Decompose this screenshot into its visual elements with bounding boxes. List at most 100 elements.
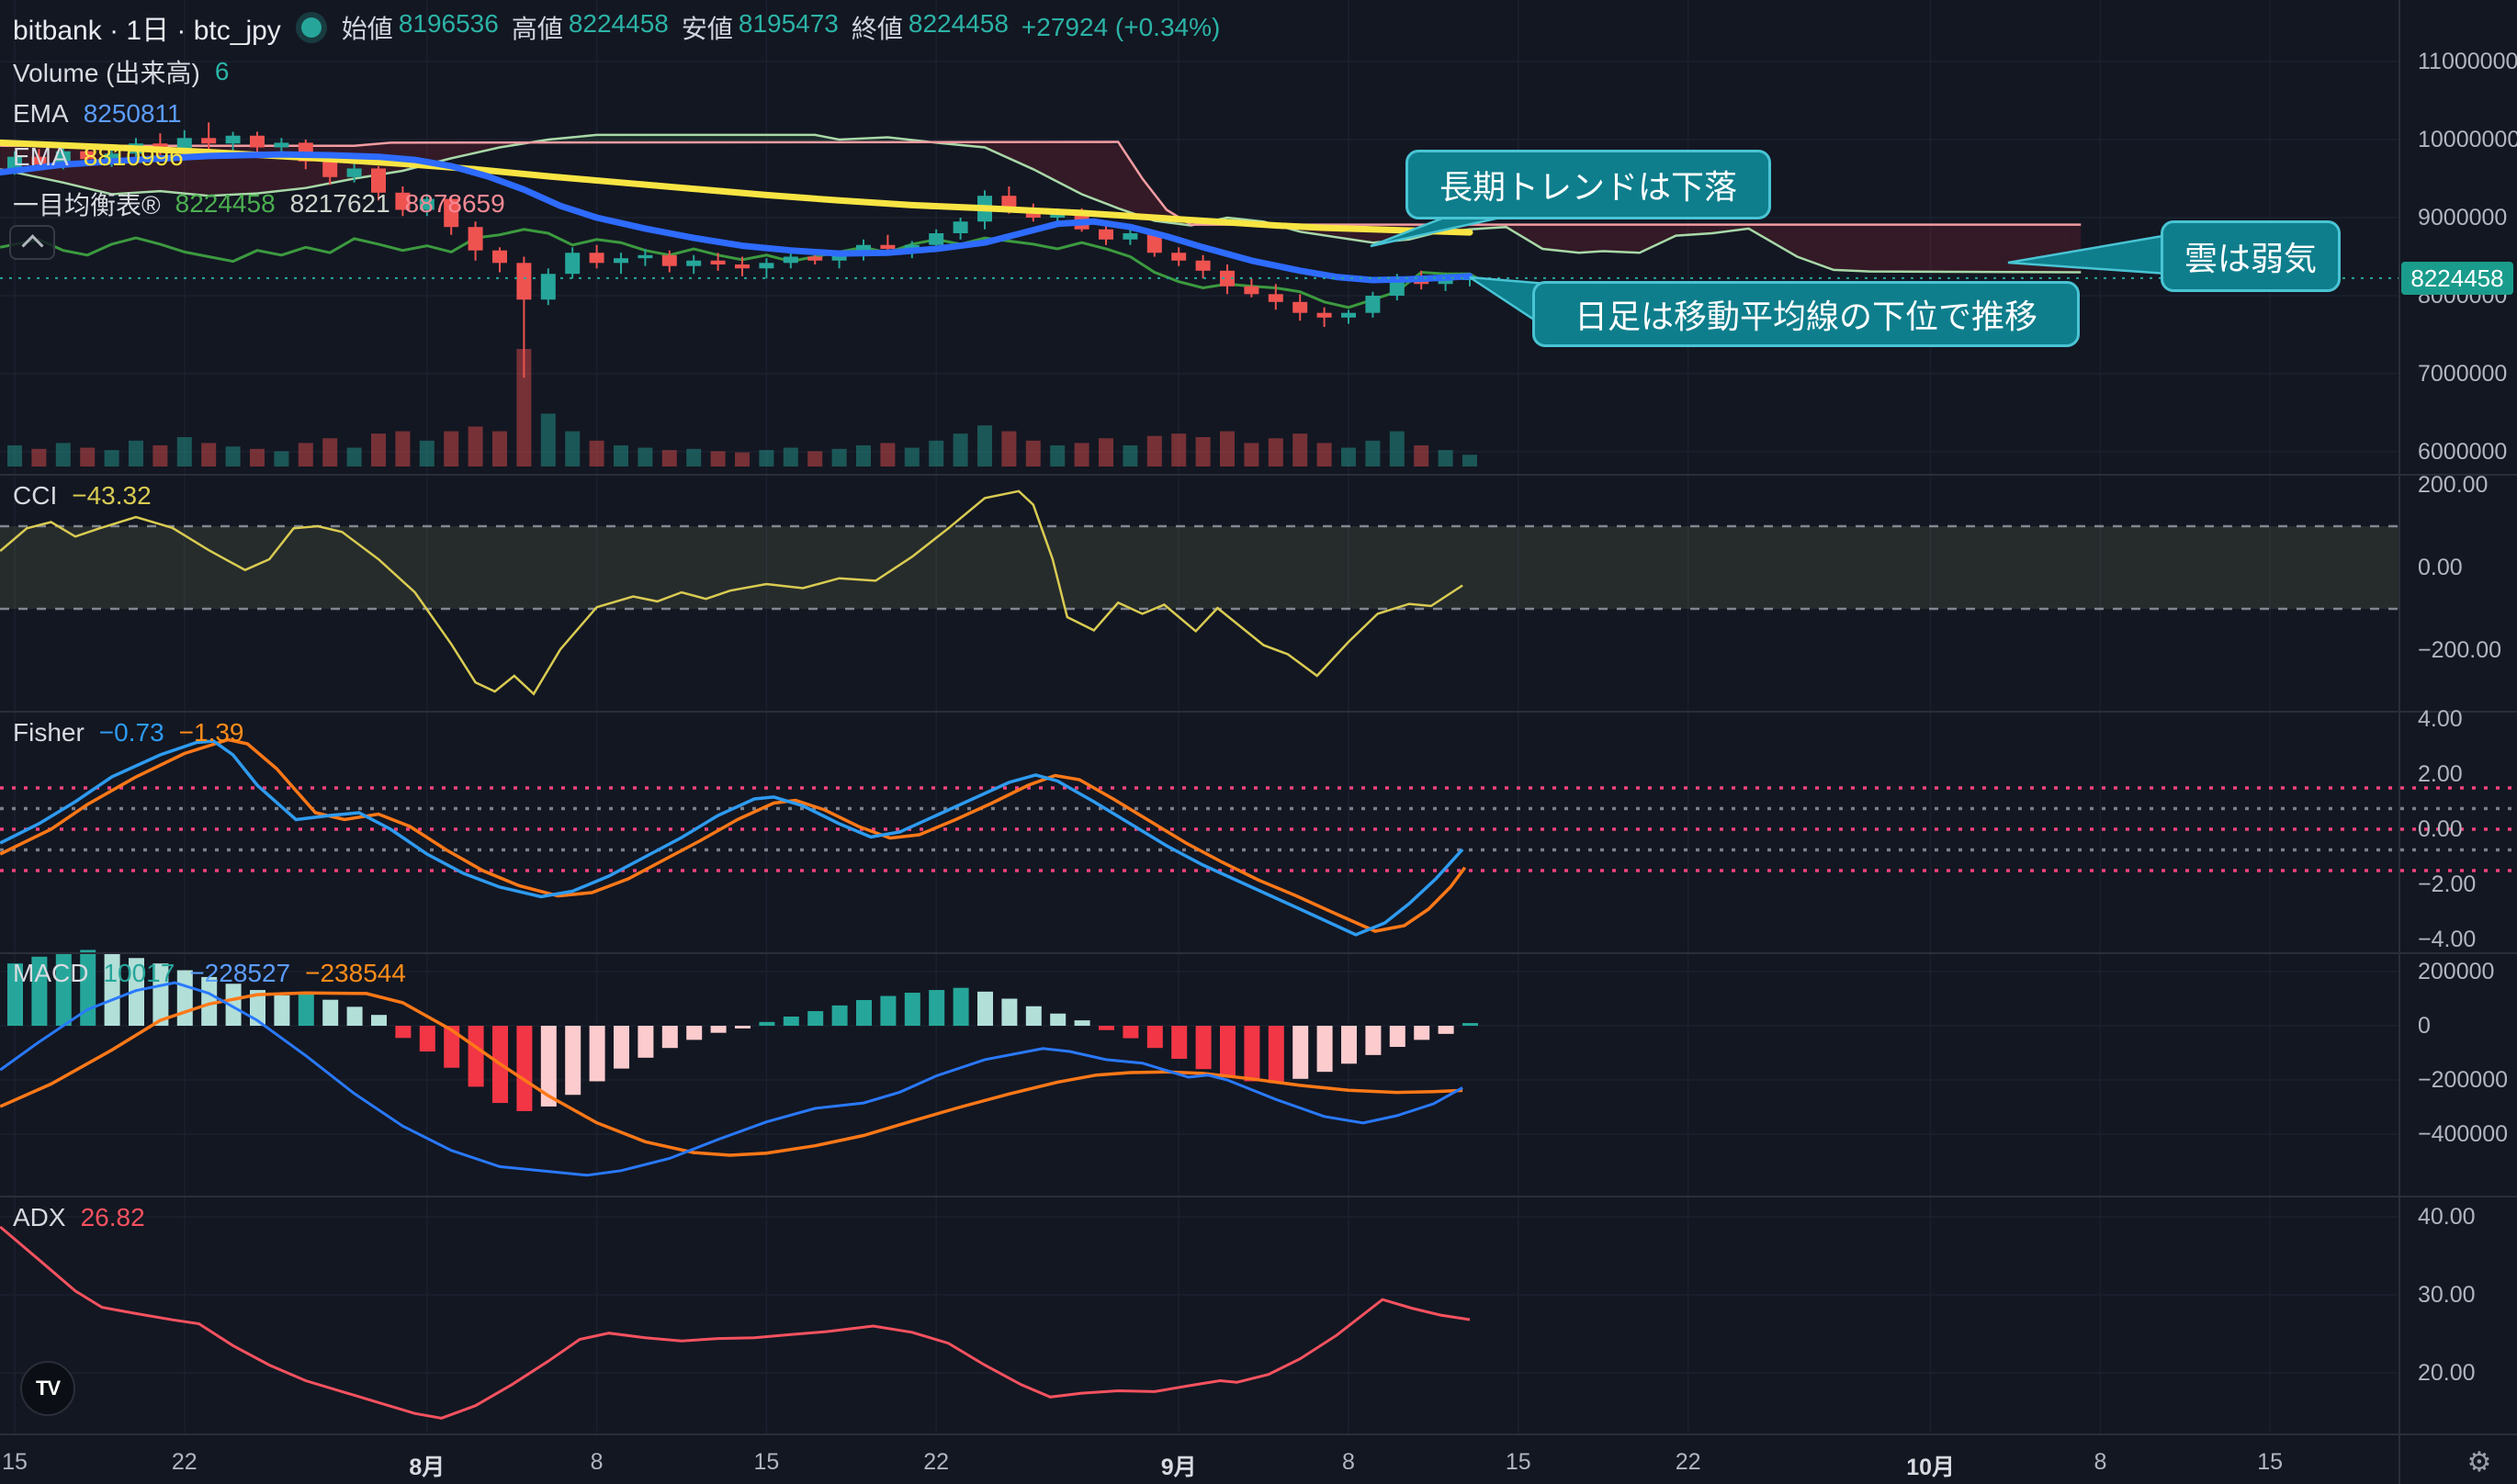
volume-bar: [1074, 443, 1089, 467]
volume-bar: [1414, 444, 1429, 467]
collapse-pane-button[interactable]: [9, 225, 55, 260]
volume-bar: [1316, 443, 1332, 467]
legend-ema-fast[interactable]: EMA 8250811: [13, 99, 182, 128]
legend-ema-slow[interactable]: EMA 8810996: [13, 142, 184, 171]
candle-body: [419, 198, 435, 210]
volume-bar: [904, 447, 920, 467]
volume-bar: [1171, 433, 1187, 467]
macd-histogram-bar: [710, 1026, 727, 1033]
price-axis-label: 7000000: [2418, 361, 2508, 387]
macd-histogram-bar: [1292, 1026, 1309, 1079]
macd-histogram-bar: [783, 1016, 799, 1026]
candle-body: [444, 198, 459, 228]
volume-bar: [880, 443, 896, 467]
ichimoku-cloud: [627, 134, 646, 143]
volume-bar: [1050, 444, 1066, 467]
candle-body: [371, 168, 386, 193]
candle-body: [7, 156, 22, 170]
candle-body: [953, 221, 968, 233]
candle-body: [929, 233, 944, 245]
macd-histogram-bar: [686, 1026, 703, 1040]
cci-band: [0, 526, 2399, 609]
candle-body: [1220, 270, 1235, 287]
macd-histogram-bar: [953, 987, 969, 1026]
annotation-below-moving-average[interactable]: 日足は移動平均線の下位で推移: [1532, 281, 2080, 347]
ichimoku-cloud: [1782, 224, 1800, 258]
price-axis-label: 20.00: [2418, 1360, 2476, 1386]
candle-body: [492, 250, 507, 264]
volume-bar: [1099, 438, 1113, 467]
volume-bar: [104, 450, 119, 467]
ichimoku-cloud: [1986, 224, 2003, 273]
candle-body: [80, 151, 96, 160]
volume-bar: [735, 452, 750, 467]
candle-body: [1195, 260, 1211, 271]
ichimoku-cloud: [1834, 224, 1851, 271]
candle-body: [468, 227, 483, 251]
annotation-long-term-trend[interactable]: 長期トレンドは下落: [1405, 150, 1771, 219]
candle-body: [31, 156, 47, 165]
price-axis-label: 9000000: [2418, 205, 2508, 230]
ichimoku-cloud: [1850, 224, 1868, 272]
ichimoku-cloud: [1086, 141, 1104, 203]
candle-body: [250, 135, 265, 148]
macd-histogram-bar: [1389, 1026, 1405, 1048]
volume-bar: [1220, 431, 1235, 467]
macd-histogram-bar: [346, 1006, 363, 1026]
ohlc-open: 始値 8196536: [341, 9, 499, 43]
price-axis-label: 40.00: [2418, 1204, 2476, 1230]
price-axis-label: 6000000: [2418, 439, 2508, 465]
time-axis-label: 8: [590, 1449, 604, 1475]
legend-volume[interactable]: Volume (出来高) 6: [13, 57, 230, 87]
macd-histogram-bar: [1195, 1026, 1212, 1070]
legend-macd[interactable]: MACD 10017 −228527 −238544: [13, 959, 406, 987]
macd-histogram-bar: [977, 991, 993, 1026]
candle-body: [346, 168, 362, 177]
macd-histogram-bar: [7, 963, 23, 1026]
tradingview-logo[interactable]: TV: [20, 1361, 75, 1416]
macd-histogram-bar: [444, 1026, 460, 1068]
volume-bar: [783, 447, 798, 467]
macd-histogram-bar: [759, 1021, 775, 1026]
candle-body: [1244, 286, 1259, 295]
ichimoku-cloud: [645, 134, 662, 143]
legend-cci[interactable]: CCI −43.32: [13, 481, 152, 510]
macd-histogram-bar: [1365, 1026, 1382, 1055]
ichimoku-cloud: [593, 134, 612, 143]
annotation-cloud-bearish[interactable]: 雲は弱気: [2161, 220, 2341, 292]
volume-bar: [31, 448, 47, 467]
volume-bar: [1001, 431, 1017, 467]
volume-bar: [614, 444, 628, 467]
candle-body: [783, 256, 798, 264]
ichimoku-cloud: [1562, 224, 1579, 253]
volume-bar: [1365, 440, 1381, 467]
volume-bar: [1025, 440, 1041, 467]
volume-bar: [1341, 447, 1356, 467]
time-axis-label: 10月: [1906, 1455, 1955, 1480]
ichimoku-cloud: [1680, 224, 1699, 236]
axis-settings-gear-icon[interactable]: ⚙: [2466, 1446, 2492, 1478]
price-axis-label: −2.00: [2418, 871, 2477, 897]
legend-adx[interactable]: ADX 26.82: [13, 1203, 145, 1231]
volume-bar: [831, 448, 847, 467]
macd-histogram-bar: [929, 990, 945, 1026]
macd-histogram-bar: [735, 1026, 751, 1029]
macd-histogram-bar: [1341, 1026, 1357, 1064]
ichimoku-cloud: [679, 134, 696, 143]
candle-body: [686, 260, 702, 266]
time-axis-label: 8: [1342, 1449, 1355, 1475]
legend-ichimoku[interactable]: 一目均衡表® 8224458 8217621 8878659: [13, 189, 505, 219]
volume-bar: [176, 437, 192, 467]
macd-histogram-bar: [831, 1005, 848, 1026]
macd-histogram-bar: [1050, 1013, 1067, 1026]
candle-body: [614, 258, 628, 264]
ichimoku-cloud: [729, 134, 748, 143]
ichimoku-cloud: [1069, 141, 1087, 197]
legend-fisher[interactable]: Fisher −0.73 −1.39: [13, 718, 244, 747]
macd-histogram-bar: [371, 1015, 387, 1026]
volume-bar: [589, 440, 604, 467]
macd-histogram-bar: [1438, 1026, 1454, 1034]
ichimoku-cloud: [1952, 224, 1970, 273]
symbol-title[interactable]: bitbank · 1日 · btc_jpy: [13, 16, 281, 46]
